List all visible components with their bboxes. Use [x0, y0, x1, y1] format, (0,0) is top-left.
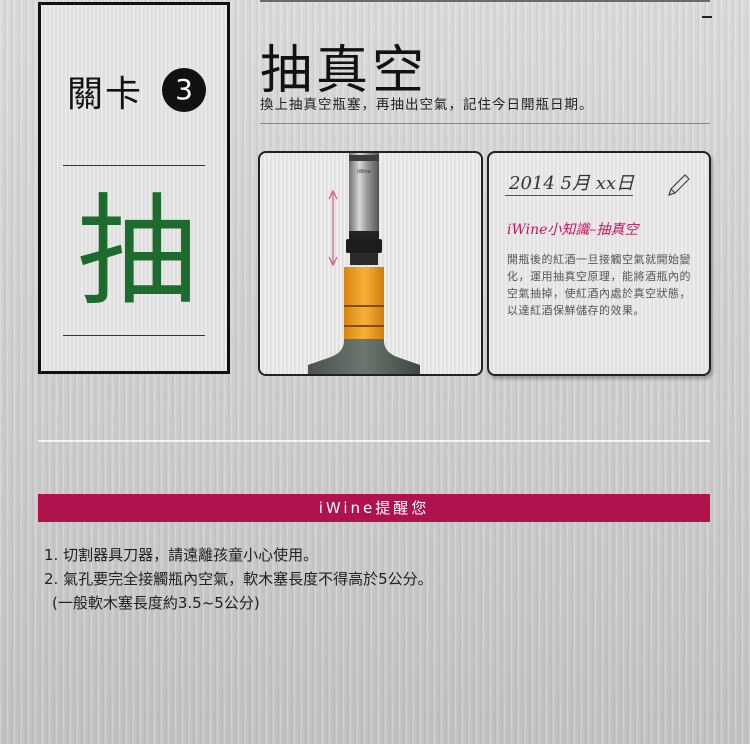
capsule-stripe-1 — [344, 305, 384, 307]
page-subtitle: 換上抽真空瓶塞，再抽出空氣，記住今日開瓶日期。 — [260, 97, 594, 113]
top-dash — [702, 16, 712, 18]
reminder-list: 1. 切割器具刀器，請遠離孩童小心使用。 2. 氣孔要完全接觸瓶內空氣，軟木塞長… — [44, 543, 433, 615]
note-body: 開瓶後的紅酒一旦接觸空氣就開始變化，運用抽真空原理，能將酒瓶內的空氣抽掉，使紅酒… — [507, 253, 691, 317]
list-item: 2. 氣孔要完全接觸瓶內空氣，軟木塞長度不得高於5公分。 — [44, 570, 433, 588]
stage-card: 關卡 3 抽 — [38, 2, 230, 374]
stopper-neck — [350, 253, 378, 265]
list-item: (一般軟木塞長度約3.5~5公分) — [52, 594, 260, 612]
section-divider — [38, 440, 710, 442]
capsule-stripe-2 — [344, 325, 384, 327]
bottle-capsule — [344, 267, 384, 339]
pump-body — [349, 153, 379, 239]
reminder-banner: iWine提醒您 — [38, 494, 710, 522]
note-date: 2014 5月 xx日 — [509, 173, 635, 194]
stage-label: 關卡 — [67, 74, 144, 115]
arrow-up-icon — [328, 189, 338, 200]
list-item: 1. 切割器具刀器，請遠離孩童小心使用。 — [44, 546, 319, 564]
title-rule — [260, 123, 710, 124]
card-rule-bottom — [63, 335, 205, 336]
vacuum-stopper-bottle-icon: iWine — [308, 153, 420, 374]
top-rule — [260, 0, 710, 2]
pump-ring — [349, 231, 379, 239]
note-date-underline — [505, 195, 633, 196]
pump-brand: iWine — [357, 169, 371, 175]
page-title: 抽真空 — [260, 41, 429, 101]
note-heading: iWine小知識–抽真空 — [507, 222, 639, 238]
card-rule-top — [63, 165, 205, 166]
stage-number-badge: 3 — [162, 68, 206, 112]
note-panel: 2014 5月 xx日 iWine小知識–抽真空 開瓶後的紅酒一旦接觸空氣就開始… — [487, 151, 711, 376]
photo-panel: iWine — [258, 151, 483, 376]
stage-big-char: 抽 — [77, 183, 197, 322]
pencil-icon — [668, 174, 690, 196]
arrow-down-icon — [328, 256, 338, 267]
stopper-head — [346, 239, 382, 253]
pump-cap — [349, 155, 379, 161]
